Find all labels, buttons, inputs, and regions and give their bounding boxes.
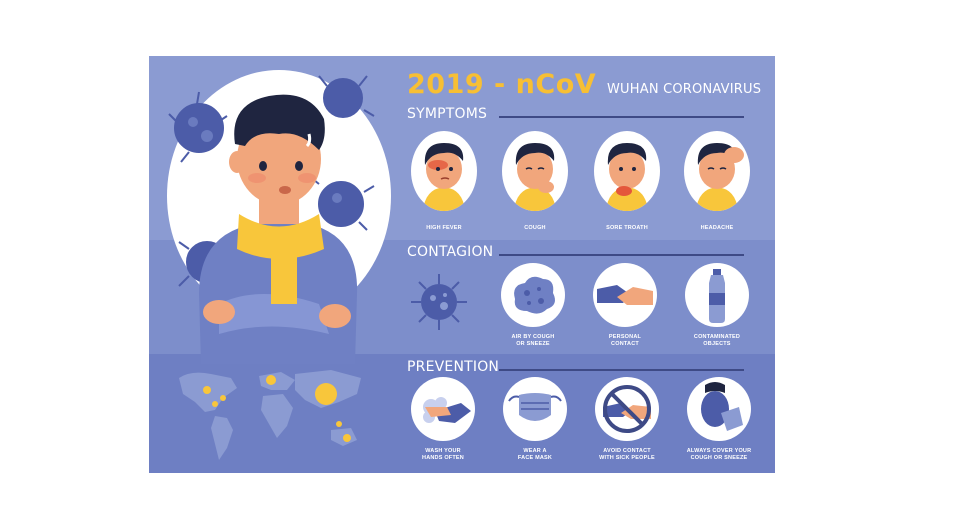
contagion-label: CONTAMINATED OBJECTS [693,334,741,347]
prevention-divider [499,369,744,371]
page-title: 2019 - nCoV [407,69,597,100]
fever-face-icon [411,131,477,211]
no-handshake-icon [595,377,659,441]
contagion-label: AIR BY COUGH OR SNEEZE [511,334,555,347]
hand-wash-icon [411,377,475,441]
page-subtitle: WUHAN CORONAVIRUS [607,82,762,97]
bottle-icon [685,263,749,327]
sore-throat-face-icon [594,131,660,211]
prevention-label: AVOID CONTACT WITH SICK PEOPLE [599,448,655,461]
symptoms-heading: SYMPTOMS [407,106,488,122]
symptom-label: HEADACHE [700,225,734,231]
symptoms-divider [499,116,744,118]
contagion-divider [499,254,744,256]
prevention-label: ALWAYS COVER YOUR COUGH OR SNEEZE [686,448,752,461]
world-map-icon [179,370,361,460]
sick-person-illustration [167,70,391,364]
headache-face-icon [684,131,750,211]
cover-cough-icon [687,377,751,441]
contagion-heading: CONTAGION [407,244,494,260]
infographic-poster: 2019 - nCoV WUHAN CORONAVIRUS SYMPTOMS [149,56,775,473]
symptom-label: HIGH FEVER [426,225,462,231]
symptom-label: SORE TROATH [606,225,648,231]
droplets-icon [501,263,565,327]
prevention-heading: PREVENTION [407,359,500,375]
virus-icon [411,274,467,330]
prevention-label: WEAR A FACE MASK [517,448,553,461]
contagion-label: PERSONAL CONTACT [608,334,642,347]
symptom-label: COUGH [524,225,546,231]
prevention-label: WASH YOUR HANDS OFTEN [422,448,464,461]
handshake-icon [593,263,657,327]
face-mask-icon [503,377,567,441]
cough-face-icon [502,131,568,211]
